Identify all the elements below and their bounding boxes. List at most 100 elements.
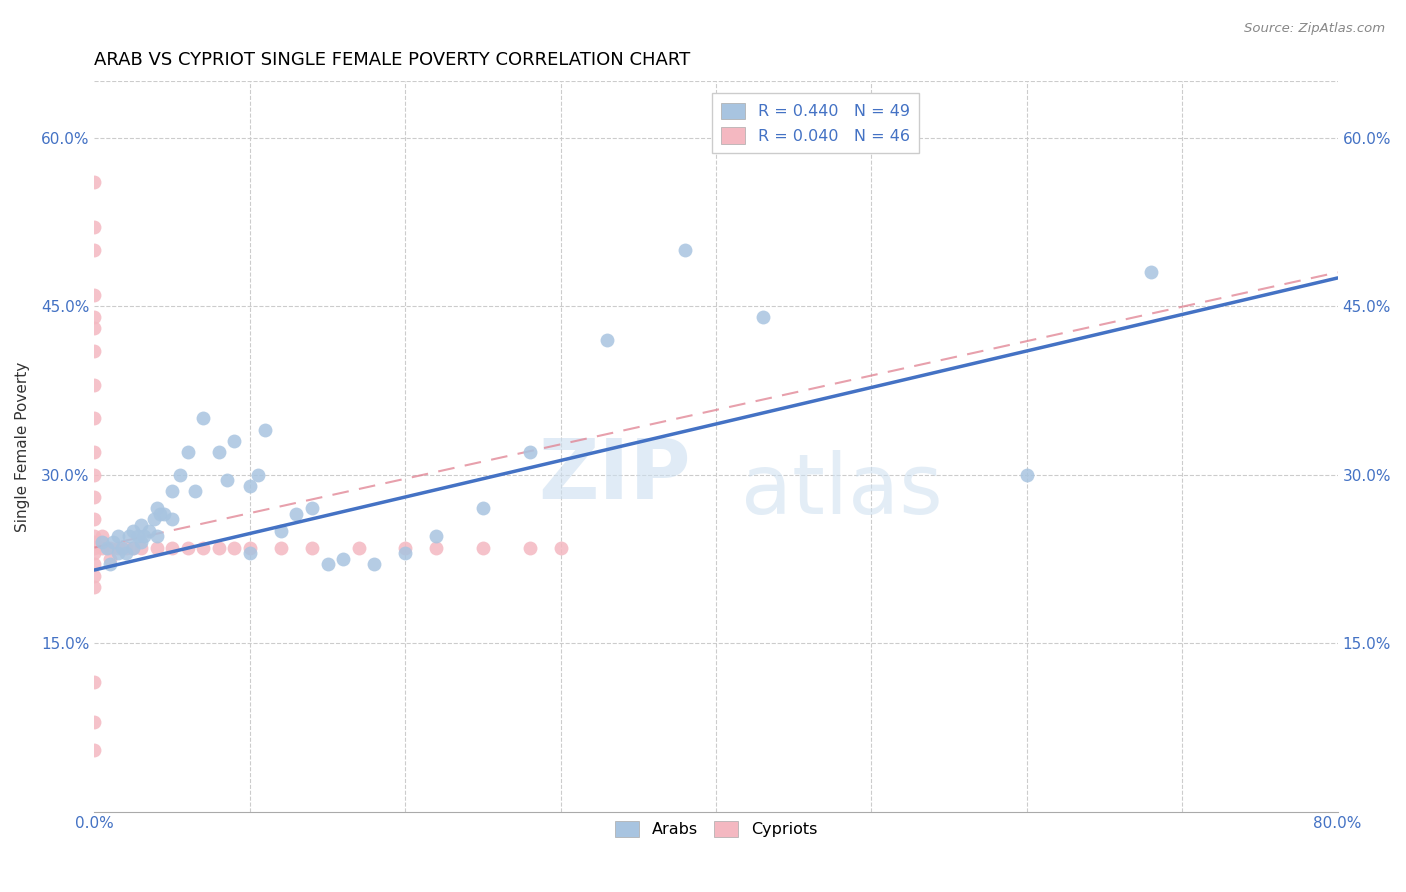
Point	[519, 541, 541, 555]
Point	[254, 423, 277, 437]
Point	[122, 524, 145, 538]
Text: ZIP: ZIP	[538, 435, 692, 516]
Text: ARAB VS CYPRIOT SINGLE FEMALE POVERTY CORRELATION CHART: ARAB VS CYPRIOT SINGLE FEMALE POVERTY CO…	[94, 51, 690, 69]
Point	[83, 411, 105, 425]
Point	[285, 507, 308, 521]
Point	[83, 568, 105, 582]
Point	[145, 529, 167, 543]
Point	[83, 541, 105, 555]
Text: atlas: atlas	[741, 450, 942, 531]
Point	[122, 541, 145, 555]
Point	[114, 541, 136, 555]
Point	[138, 524, 160, 538]
Point	[83, 310, 105, 325]
Point	[111, 541, 134, 555]
Point	[83, 743, 105, 757]
Point	[160, 512, 183, 526]
Point	[118, 529, 141, 543]
Point	[83, 535, 105, 549]
Point	[472, 541, 495, 555]
Point	[472, 501, 495, 516]
Point	[425, 541, 447, 555]
Point	[98, 558, 121, 572]
Point	[208, 445, 231, 459]
Point	[224, 541, 246, 555]
Point	[347, 541, 370, 555]
Point	[1140, 265, 1163, 279]
Point	[83, 445, 105, 459]
Point	[83, 321, 105, 335]
Point	[673, 243, 696, 257]
Point	[153, 507, 176, 521]
Point	[239, 541, 262, 555]
Point	[270, 541, 292, 555]
Point	[239, 479, 262, 493]
Point	[596, 333, 619, 347]
Point	[363, 558, 385, 572]
Point	[134, 529, 156, 543]
Point	[83, 529, 105, 543]
Point	[83, 580, 105, 594]
Point	[129, 518, 152, 533]
Point	[149, 507, 172, 521]
Point	[83, 220, 105, 235]
Legend: Arabs, Cypriots: Arabs, Cypriots	[609, 814, 824, 844]
Point	[316, 558, 339, 572]
Point	[160, 541, 183, 555]
Point	[160, 484, 183, 499]
Point	[107, 529, 129, 543]
Point	[142, 512, 165, 526]
Point	[129, 535, 152, 549]
Point	[246, 467, 269, 482]
Point	[98, 541, 121, 555]
Point	[394, 541, 416, 555]
Point	[127, 529, 149, 543]
Point	[301, 541, 323, 555]
Point	[107, 546, 129, 560]
Point	[224, 434, 246, 448]
Point	[332, 551, 354, 566]
Point	[751, 310, 773, 325]
Point	[91, 529, 114, 543]
Point	[550, 541, 572, 555]
Point	[83, 714, 105, 729]
Point	[270, 524, 292, 538]
Point	[91, 535, 114, 549]
Point	[301, 501, 323, 516]
Point	[83, 377, 105, 392]
Point	[239, 546, 262, 560]
Point	[83, 343, 105, 358]
Y-axis label: Single Female Poverty: Single Female Poverty	[15, 361, 30, 532]
Point	[91, 541, 114, 555]
Point	[425, 529, 447, 543]
Point	[145, 541, 167, 555]
Point	[83, 558, 105, 572]
Point	[394, 546, 416, 560]
Point	[107, 541, 129, 555]
Text: Source: ZipAtlas.com: Source: ZipAtlas.com	[1244, 22, 1385, 36]
Point	[208, 541, 231, 555]
Point	[83, 675, 105, 690]
Point	[193, 541, 215, 555]
Point	[519, 445, 541, 459]
Point	[184, 484, 207, 499]
Point	[83, 176, 105, 190]
Point	[114, 546, 136, 560]
Point	[83, 243, 105, 257]
Point	[83, 512, 105, 526]
Point	[169, 467, 191, 482]
Point	[145, 501, 167, 516]
Point	[101, 535, 124, 549]
Point	[122, 541, 145, 555]
Point	[177, 541, 200, 555]
Point	[98, 551, 121, 566]
Point	[83, 546, 105, 560]
Point	[193, 411, 215, 425]
Point	[83, 287, 105, 301]
Point	[83, 467, 105, 482]
Point	[215, 473, 238, 487]
Point	[83, 490, 105, 504]
Point	[96, 541, 118, 555]
Point	[129, 541, 152, 555]
Point	[177, 445, 200, 459]
